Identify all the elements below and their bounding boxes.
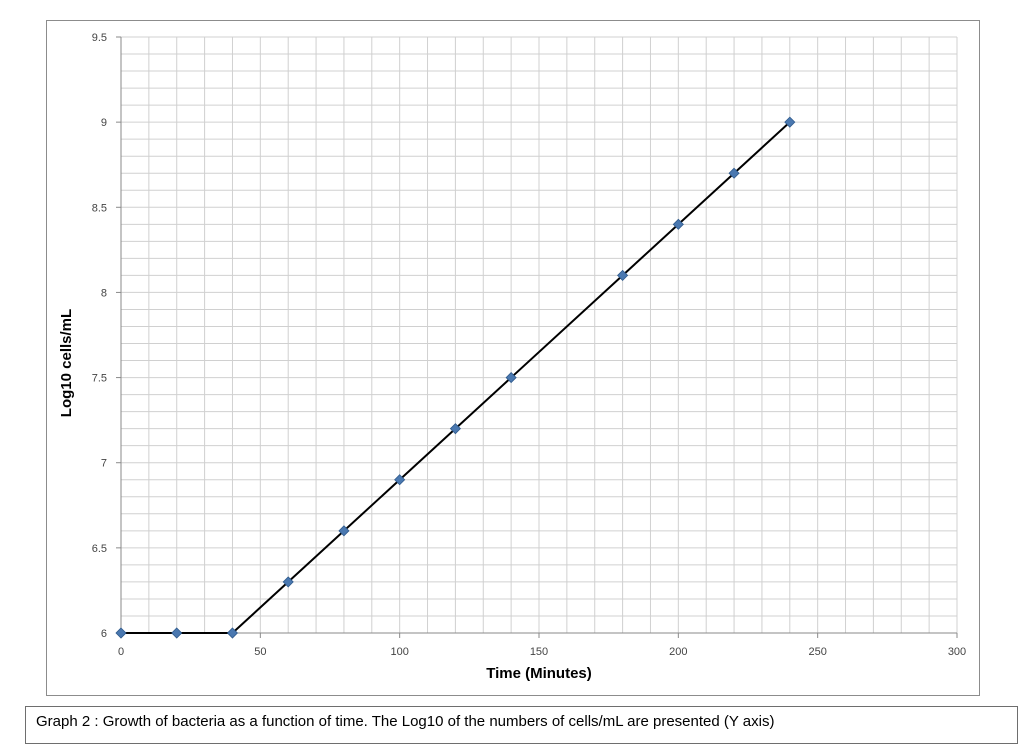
- y-tick-label: 7: [101, 458, 107, 470]
- data-point: [338, 525, 350, 537]
- y-axis-title: Log10 cells/mL: [58, 309, 75, 417]
- x-tick-label: 100: [390, 646, 408, 658]
- data-point: [282, 576, 294, 588]
- y-tick-label: 6.5: [92, 543, 107, 555]
- data-point: [784, 116, 796, 128]
- data-points: [115, 116, 796, 639]
- x-tick-label: 200: [669, 646, 687, 658]
- x-tick-label: 300: [948, 646, 966, 658]
- y-tick-label: 9: [101, 117, 107, 129]
- caption-box: Graph 2 : Growth of bacteria as a functi…: [25, 706, 1018, 744]
- data-point: [171, 627, 183, 639]
- data-point: [728, 167, 740, 179]
- growth-chart: 6 6.5 7 7.5 8 8.5 9 9.5 0 50 100 150 200 250 300 Time …: [58, 32, 966, 682]
- grid: [120, 36, 958, 634]
- x-tick-label: 150: [530, 646, 548, 658]
- chart-frame: 6 6.5 7 7.5 8 8.5 9 9.5 0 50 100 150 200 250 300 Time …: [46, 20, 980, 696]
- data-point: [505, 372, 517, 384]
- x-axis-title: Time (Minutes): [486, 665, 592, 682]
- axes: 6 6.5 7 7.5 8 8.5 9 9.5 0 50 100 150 200 250 300: [92, 32, 966, 658]
- y-tick-label: 9.5: [92, 32, 107, 44]
- x-tick-label: 50: [254, 646, 266, 658]
- data-point: [226, 627, 239, 639]
- x-tick-label: 250: [808, 646, 826, 658]
- y-tick-label: 7.5: [92, 373, 107, 385]
- y-tick-label: 8: [101, 287, 107, 299]
- data-point: [394, 474, 406, 486]
- data-point: [449, 423, 461, 435]
- data-point: [672, 218, 684, 230]
- caption-text: Graph 2 : Growth of bacteria as a functi…: [36, 713, 775, 730]
- data-point: [115, 627, 127, 639]
- x-tick-label: 0: [118, 646, 124, 658]
- data-point: [617, 269, 629, 281]
- y-tick-label: 6: [101, 628, 107, 640]
- y-tick-label: 8.5: [92, 202, 107, 214]
